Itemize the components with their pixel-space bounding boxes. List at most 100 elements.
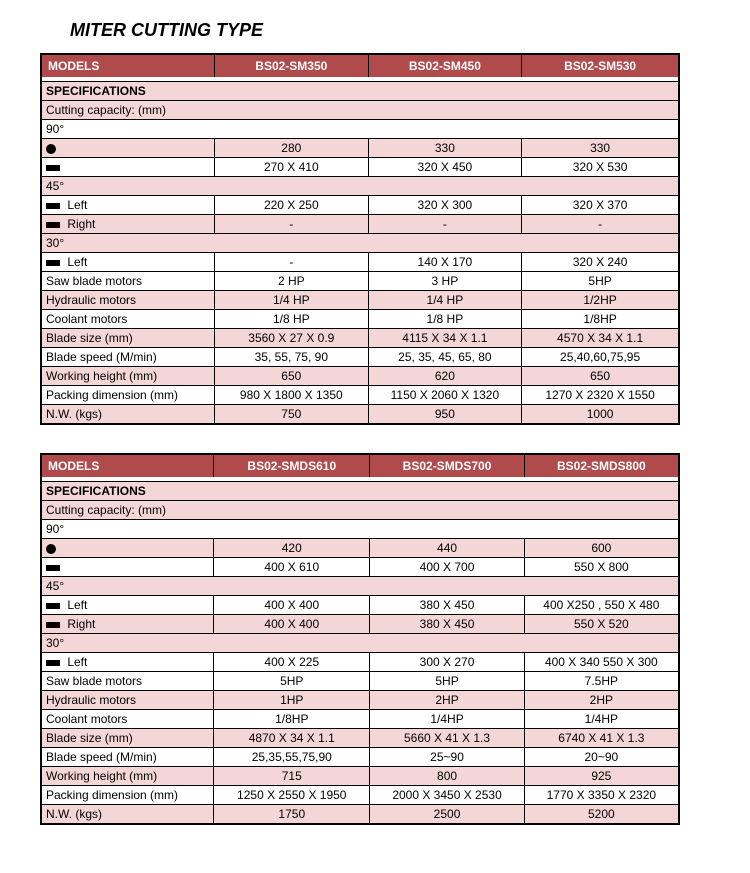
rect-icon (41, 558, 214, 577)
left-label: Left (41, 253, 215, 272)
cell: 1/4HP (524, 710, 679, 729)
angle-90: 90° (41, 520, 679, 539)
cell: 400 X 340 550 X 300 (524, 653, 679, 672)
cell: 25,40,60,75,95 (522, 348, 679, 367)
cell: - (522, 215, 679, 234)
cell: 1250 X 2550 X 1950 (214, 786, 370, 805)
cell: 220 X 250 (215, 196, 369, 215)
left-label: Left (41, 596, 214, 615)
cell: 5200 (524, 805, 679, 825)
cell: 25,35,55,75,90 (214, 748, 370, 767)
spec-label: Blade speed (M/min) (41, 748, 214, 767)
spec-label: Saw blade motors (41, 672, 214, 691)
cell: 650 (522, 367, 679, 386)
cell: 320 X 370 (522, 196, 679, 215)
cell: 650 (215, 367, 369, 386)
cell: 1270 X 2320 X 1550 (522, 386, 679, 405)
cell: 380 X 450 (370, 615, 524, 634)
cell: 620 (368, 367, 522, 386)
circle-icon (41, 139, 215, 158)
cell: 715 (214, 767, 370, 786)
cell: 550 X 520 (524, 615, 679, 634)
cell: 1750 (214, 805, 370, 825)
cell: 4870 X 34 X 1.1 (214, 729, 370, 748)
cell: 380 X 450 (370, 596, 524, 615)
spec-label: Blade size (mm) (41, 729, 214, 748)
cell: 300 X 270 (370, 653, 524, 672)
cell: 925 (524, 767, 679, 786)
cell: 400 X 700 (370, 558, 524, 577)
cell: 1/4 HP (368, 291, 522, 310)
cell: - (215, 253, 369, 272)
cell: 1770 X 3350 X 2320 (524, 786, 679, 805)
cell: 280 (215, 139, 369, 158)
right-label: Right (41, 615, 214, 634)
cell: 330 (522, 139, 679, 158)
specifications-header: SPECIFICATIONS (41, 482, 679, 501)
cell: 4115 X 34 X 1.1 (368, 329, 522, 348)
model-col: BS02-SMDS800 (524, 454, 679, 477)
model-col: BS02-SM450 (368, 54, 522, 77)
angle-30: 30° (41, 634, 679, 653)
angle-30: 30° (41, 234, 679, 253)
cell: 5660 X 41 X 1.3 (370, 729, 524, 748)
cell: 400 X250 , 550 X 480 (524, 596, 679, 615)
cell: 420 (214, 539, 370, 558)
cell: 2500 (370, 805, 524, 825)
cell: 1/2HP (522, 291, 679, 310)
cell: 600 (524, 539, 679, 558)
cell: 400 X 400 (214, 596, 370, 615)
cell: 550 X 800 (524, 558, 679, 577)
cell: 25, 35, 45, 65, 80 (368, 348, 522, 367)
models-header: MODELS (41, 454, 214, 477)
spec-label: Coolant motors (41, 710, 214, 729)
cutting-capacity-header: Cutting capacity: (mm) (41, 101, 679, 120)
angle-45: 45° (41, 177, 679, 196)
tables-container: MODELS BS02-SM350BS02-SM450BS02-SM530 SPEC… (40, 53, 710, 825)
model-col: BS02-SM530 (522, 54, 679, 77)
cell: 320 X 530 (522, 158, 679, 177)
spec-label: Working height (mm) (41, 767, 214, 786)
spec-label: Working height (mm) (41, 367, 215, 386)
spec-label: Hydraulic motors (41, 691, 214, 710)
spec-label: Packing dimension (mm) (41, 786, 214, 805)
cell: 750 (215, 405, 369, 425)
cutting-capacity-header: Cutting capacity: (mm) (41, 501, 679, 520)
cell: 3560 X 27 X 0.9 (215, 329, 369, 348)
spec-label: Coolant motors (41, 310, 215, 329)
cell: 1150 X 2060 X 1320 (368, 386, 522, 405)
cell: 400 X 225 (214, 653, 370, 672)
cell: 270 X 410 (215, 158, 369, 177)
cell: - (215, 215, 369, 234)
cell: 980 X 1800 X 1350 (215, 386, 369, 405)
cell: 3 HP (368, 272, 522, 291)
right-label: Right (41, 215, 215, 234)
cell: 330 (368, 139, 522, 158)
left-label: Left (41, 653, 214, 672)
cell: 950 (368, 405, 522, 425)
cell: 800 (370, 767, 524, 786)
cell: 400 X 400 (214, 615, 370, 634)
cell: 5HP (370, 672, 524, 691)
angle-90: 90° (41, 120, 679, 139)
cell: 320 X 300 (368, 196, 522, 215)
cell: 7.5HP (524, 672, 679, 691)
cell: 6740 X 41 X 1.3 (524, 729, 679, 748)
spec-label: Blade speed (M/min) (41, 348, 215, 367)
cell: 2000 X 3450 X 2530 (370, 786, 524, 805)
model-col: BS02-SMDS700 (370, 454, 524, 477)
page-title: MITER CUTTING TYPE (70, 20, 710, 41)
cell: 35, 55, 75, 90 (215, 348, 369, 367)
cell: 5HP (522, 272, 679, 291)
model-col: BS02-SM350 (215, 54, 369, 77)
cell: 5HP (214, 672, 370, 691)
cell: 320 X 240 (522, 253, 679, 272)
cell: 320 X 450 (368, 158, 522, 177)
cell: 2HP (524, 691, 679, 710)
cell: 20~90 (524, 748, 679, 767)
specifications-header: SPECIFICATIONS (41, 82, 679, 101)
cell: 140 X 170 (368, 253, 522, 272)
circle-icon (41, 539, 214, 558)
spec-label: N.W. (kgs) (41, 805, 214, 825)
cell: 2HP (370, 691, 524, 710)
